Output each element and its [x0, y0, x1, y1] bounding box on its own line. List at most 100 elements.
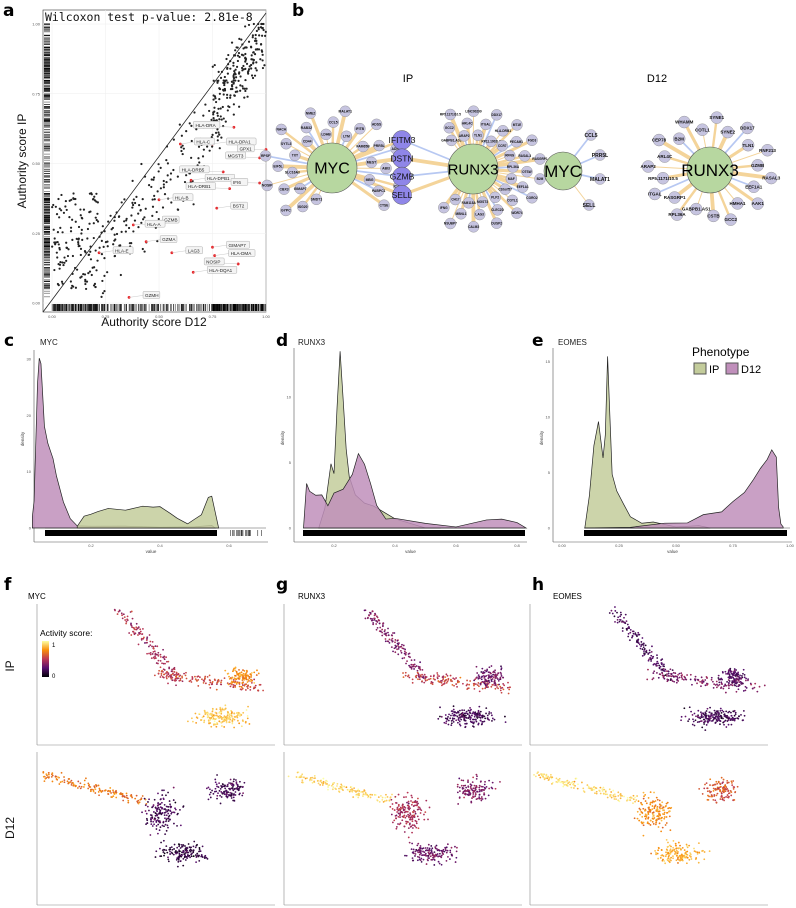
data-point — [95, 269, 98, 272]
satellite-label: MBNL1 — [456, 212, 467, 216]
umap-point — [712, 686, 715, 689]
umap-point — [378, 800, 381, 803]
umap-point — [385, 799, 388, 802]
umap-point — [357, 792, 360, 795]
satellite: SLC16A3 — [285, 166, 300, 179]
umap-point — [165, 676, 168, 678]
umap-point — [724, 683, 727, 686]
satellite-node — [473, 208, 486, 221]
umap-point — [621, 627, 624, 630]
umap-point — [153, 818, 156, 821]
rug-marks — [44, 23, 267, 311]
legend-label-ip: IP — [709, 364, 719, 376]
data-point — [65, 246, 68, 249]
data-point — [123, 220, 126, 223]
umap-point — [238, 713, 241, 715]
umap-point — [232, 670, 234, 673]
data-point — [254, 48, 257, 51]
satellite: PABPC1 — [372, 185, 386, 197]
satellite: SYNE1 — [709, 111, 725, 124]
data-point — [232, 79, 235, 82]
legend-swatch-d12 — [725, 362, 739, 375]
umap-point — [747, 679, 749, 682]
umap-point — [146, 805, 149, 808]
umap-point — [735, 682, 738, 685]
umap-point — [189, 846, 192, 849]
data-point — [58, 207, 61, 210]
y-tick-label: 0 — [548, 526, 551, 531]
umap-point — [158, 669, 161, 672]
umap-point — [702, 680, 705, 683]
umap-point — [173, 666, 176, 669]
umap-point — [726, 680, 728, 683]
data-point — [159, 187, 162, 190]
umap-point — [732, 710, 735, 713]
umap-point — [215, 717, 218, 720]
umap-point — [720, 687, 722, 689]
gene-label-group: IFI6 — [230, 178, 249, 186]
umap-point — [156, 810, 158, 813]
satellite-label: CBX3 — [280, 187, 289, 191]
umap-point — [465, 716, 468, 719]
satellite-node — [294, 182, 306, 195]
umap-point — [163, 854, 165, 857]
umap-point — [357, 788, 360, 791]
gene-label-box — [226, 240, 250, 249]
umap-point — [121, 792, 124, 795]
umap-point — [692, 720, 695, 723]
panel-label-a: a — [3, 1, 14, 21]
data-point — [96, 220, 100, 223]
data-point — [80, 228, 83, 231]
umap-point — [405, 810, 408, 813]
umap-point — [476, 712, 479, 715]
satellite-node — [301, 135, 313, 147]
data-point — [93, 199, 97, 202]
umap-point — [403, 652, 406, 655]
umap-point — [238, 668, 240, 671]
data-point — [252, 22, 255, 26]
satellite-label: CEP78 — [652, 138, 667, 143]
satellite-label: ITGAL — [481, 123, 491, 127]
row-label-ip: IP — [3, 660, 17, 671]
umap-point — [677, 673, 679, 676]
data-point — [95, 200, 98, 203]
satellite-node — [476, 196, 489, 208]
umap-point — [466, 712, 469, 715]
umap-point — [422, 675, 425, 678]
umap-point — [478, 786, 481, 789]
umap-point — [153, 817, 156, 820]
data-point — [227, 63, 230, 66]
umap-point — [124, 619, 127, 621]
umap-point — [734, 682, 737, 685]
umap-point — [225, 790, 228, 793]
umap-point — [338, 791, 341, 793]
data-point — [128, 242, 131, 245]
umap-point — [390, 639, 393, 642]
umap-point — [207, 719, 210, 722]
umap-point — [150, 814, 153, 817]
umap-point — [70, 779, 73, 782]
umap-point — [189, 850, 192, 853]
umap-point — [198, 850, 200, 853]
umap-point — [473, 718, 475, 721]
umap-point — [395, 827, 398, 830]
umap-point — [452, 677, 455, 680]
satellite-node — [721, 125, 734, 139]
umap-point — [462, 682, 464, 685]
umap-point — [729, 675, 732, 678]
data-point — [119, 273, 122, 277]
umap-point — [728, 710, 731, 713]
umap-point — [155, 825, 158, 827]
umap-point — [458, 714, 461, 717]
data-point — [132, 203, 135, 207]
umap-point — [129, 794, 132, 797]
umap-point — [479, 780, 482, 783]
umap-point — [406, 804, 409, 807]
satellite-label: TXT — [292, 153, 299, 157]
data-point — [172, 168, 175, 172]
data-point — [60, 209, 63, 212]
umap-point — [225, 715, 228, 718]
data-point — [162, 183, 165, 186]
satellite-label: CTSE — [380, 203, 390, 207]
satellite-node — [741, 121, 754, 135]
